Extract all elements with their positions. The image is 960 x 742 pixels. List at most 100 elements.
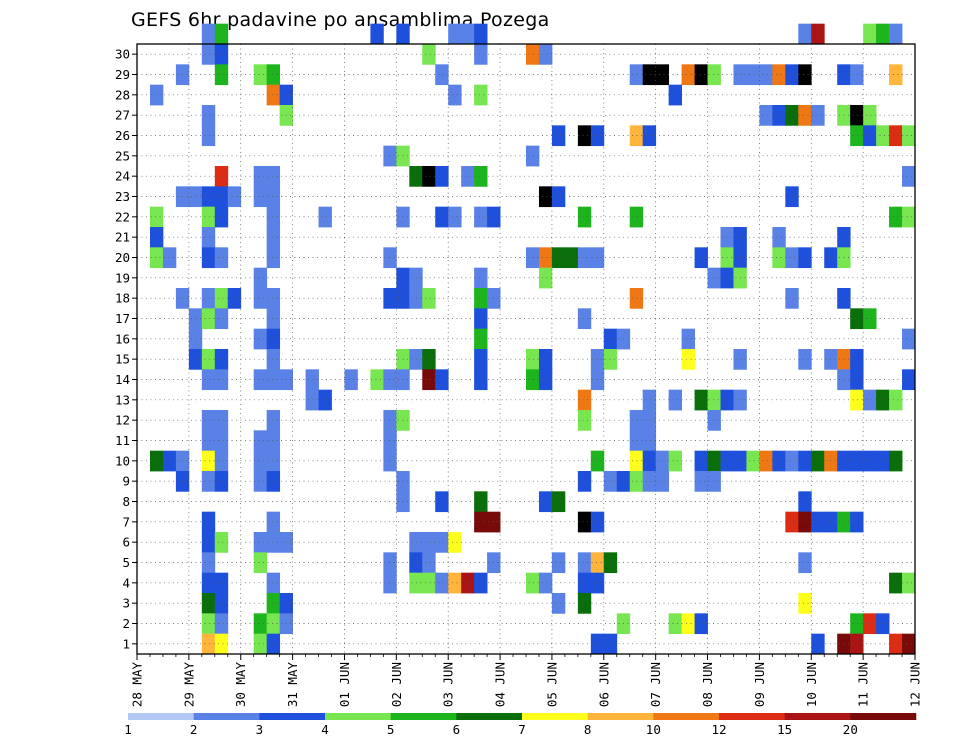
heatmap-cell xyxy=(889,206,903,228)
heatmap-cell xyxy=(396,23,410,45)
heatmap-cell xyxy=(201,288,216,309)
heatmap-cell xyxy=(551,186,566,208)
y-tick-label: 17 xyxy=(115,311,130,326)
heatmap-cell xyxy=(149,206,164,228)
heatmap-cell xyxy=(889,125,903,147)
heatmap-cell xyxy=(772,247,786,269)
heatmap-cell xyxy=(266,206,281,228)
heatmap-cell xyxy=(707,450,721,472)
heatmap-cell xyxy=(201,349,216,370)
heatmap-cell xyxy=(681,64,695,86)
heatmap-cell xyxy=(811,511,825,533)
y-tick-label: 20 xyxy=(115,250,130,265)
heatmap-cell xyxy=(253,450,268,472)
heatmap-cell xyxy=(902,369,916,391)
x-tick-label: 04 JUN xyxy=(493,662,508,707)
colorbar-legend: 1 2 3 4 5 6 7 8 10 12 15 20 xyxy=(124,713,917,737)
y-tick-label: 1 xyxy=(122,636,130,651)
heatmap-cell xyxy=(577,125,592,147)
heatmap-cell xyxy=(214,450,229,472)
heatmap-cell xyxy=(266,430,281,452)
heatmap-cell xyxy=(409,572,423,594)
heatmap-cell xyxy=(850,369,864,391)
heatmap-cell xyxy=(253,186,268,208)
heatmap-cell xyxy=(149,227,164,248)
x-tick-label: 06 JUN xyxy=(596,662,611,707)
heatmap-cell xyxy=(850,64,864,86)
heatmap-cell xyxy=(590,125,605,147)
heatmap-cell xyxy=(253,64,268,86)
heatmap-cell xyxy=(526,247,540,269)
heatmap-cell xyxy=(629,450,644,472)
heatmap-cell xyxy=(266,593,281,614)
heatmap-cell xyxy=(487,511,501,533)
colorbar-tick-label: 12 xyxy=(711,722,726,737)
colorbar-tick-label: 8 xyxy=(584,722,592,737)
heatmap-cell xyxy=(902,328,916,350)
heatmap-cell xyxy=(201,471,216,492)
y-tick-label: 15 xyxy=(115,352,130,367)
heatmap-cell xyxy=(266,349,281,370)
heatmap-cell xyxy=(785,450,799,472)
heatmap-cell xyxy=(889,572,903,594)
heatmap-cell xyxy=(201,572,216,594)
heatmap-cell xyxy=(474,23,488,45)
heatmap-cell xyxy=(214,64,229,86)
heatmap-cell xyxy=(577,410,592,431)
heatmap-cell xyxy=(629,288,644,309)
heatmap-cell xyxy=(526,572,540,594)
heatmap-cell xyxy=(772,227,786,248)
heatmap-cell xyxy=(422,349,436,370)
heatmap-cell xyxy=(435,64,449,86)
heatmap-cell xyxy=(201,532,216,553)
heatmap-cell xyxy=(668,613,682,635)
heatmap-cell xyxy=(642,410,657,431)
heatmap-cell xyxy=(383,288,397,309)
heatmap-cell xyxy=(253,532,268,553)
heatmap-cell xyxy=(474,206,488,228)
heatmap-cell xyxy=(694,247,708,269)
y-tick-label: 21 xyxy=(115,230,130,245)
heatmap-cell xyxy=(642,450,657,472)
heatmap-cell xyxy=(214,288,229,309)
heatmap-cell xyxy=(772,105,786,126)
colorbar-tick-label: 10 xyxy=(646,722,661,737)
colorbar-swatch xyxy=(325,713,391,720)
heatmap-cell xyxy=(850,389,864,411)
heatmap-cell xyxy=(863,613,877,635)
heatmap-cell xyxy=(876,23,890,45)
heatmap-cell xyxy=(461,572,475,594)
heatmap-cell xyxy=(214,206,229,228)
heatmap-cell xyxy=(201,450,216,472)
heatmap-cell xyxy=(201,369,216,391)
heatmap-cell xyxy=(590,511,605,533)
y-tick-label: 22 xyxy=(115,209,130,224)
heatmap-cell xyxy=(538,247,553,269)
x-tick-label: 11 JUN xyxy=(856,662,871,707)
heatmap-cell xyxy=(889,23,903,45)
heatmap-cell xyxy=(253,166,268,187)
heatmap-cell xyxy=(707,267,721,289)
heatmap-cell xyxy=(629,410,644,431)
heatmap-cell xyxy=(214,166,229,187)
x-tick-label: 05 JUN xyxy=(544,662,559,707)
y-tick-label: 4 xyxy=(122,575,130,590)
heatmap-cell xyxy=(811,450,825,472)
heatmap-cell xyxy=(201,125,216,147)
heatmap-cell xyxy=(538,186,553,208)
heatmap-cell xyxy=(798,105,812,126)
heatmap-cell xyxy=(383,450,397,472)
heatmap-cell xyxy=(474,288,488,309)
heatmap-cell xyxy=(707,389,721,411)
heatmap-cell xyxy=(863,23,877,45)
heatmap-cell xyxy=(629,471,644,492)
heatmap-cell xyxy=(876,450,890,472)
heatmap-cell xyxy=(577,206,592,228)
heatmap-cell xyxy=(577,308,592,330)
x-tick-label: 29 MAY xyxy=(181,662,196,708)
colorbar-swatch xyxy=(522,713,588,720)
heatmap-cell xyxy=(318,389,332,411)
heatmap-cell xyxy=(201,44,216,65)
colorbar-tick-label: 5 xyxy=(387,722,395,737)
heatmap-cell xyxy=(889,64,903,86)
